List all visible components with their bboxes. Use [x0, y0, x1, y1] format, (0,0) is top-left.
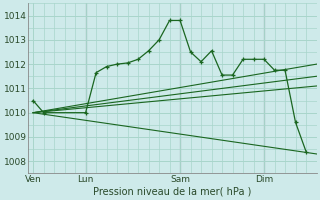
X-axis label: Pression niveau de la mer( hPa ): Pression niveau de la mer( hPa ) [93, 187, 252, 197]
